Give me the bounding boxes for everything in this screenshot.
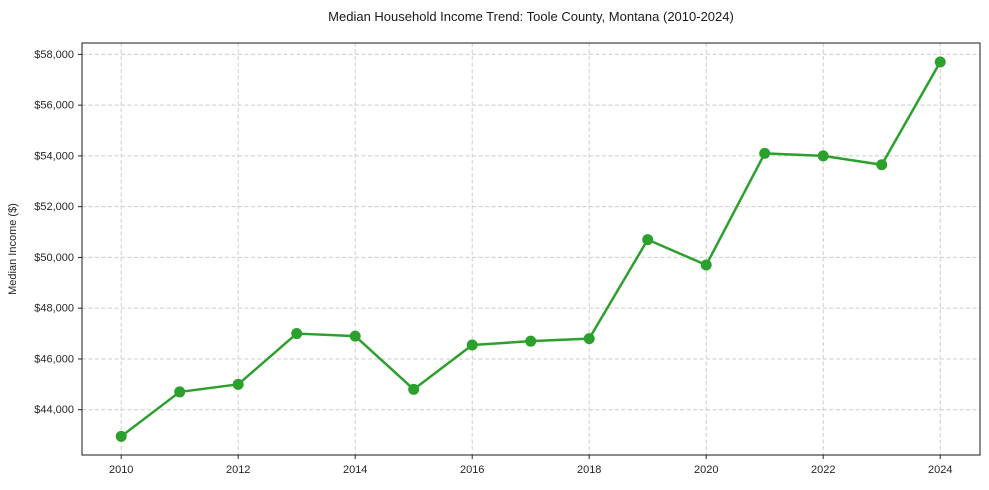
x-tick-label: 2010 — [109, 464, 133, 476]
data-point — [934, 56, 946, 68]
y-tick-label: $48,000 — [34, 303, 74, 315]
x-tick-label: 2024 — [928, 464, 952, 476]
data-point — [759, 147, 771, 159]
data-point — [408, 383, 420, 395]
y-tick-label: $54,000 — [34, 150, 74, 162]
y-tick-label: $46,000 — [34, 353, 74, 365]
chart-title: Median Household Income Trend: Toole Cou… — [328, 9, 734, 24]
data-point — [525, 335, 537, 347]
gridlines-layer — [82, 43, 980, 455]
data-point — [349, 330, 361, 342]
y-tick-label: $58,000 — [34, 49, 74, 61]
y-tick-label: $52,000 — [34, 201, 74, 213]
y-tick-label: $50,000 — [34, 252, 74, 264]
x-tick-label: 2012 — [226, 464, 250, 476]
series-layer — [115, 56, 946, 442]
data-point — [583, 333, 595, 345]
y-axis-label: Median Income ($) — [7, 203, 19, 295]
data-point — [232, 378, 244, 390]
data-point — [642, 234, 654, 246]
data-point — [291, 328, 303, 340]
y-tick-label: $44,000 — [34, 404, 74, 416]
x-tick-label: 2018 — [577, 464, 601, 476]
x-tick-label: 2022 — [811, 464, 835, 476]
data-point — [466, 339, 478, 351]
x-tick-label: 2014 — [343, 464, 367, 476]
income-trend-line — [119, 60, 942, 438]
data-point — [876, 159, 888, 171]
axes-layer: $44,000 $46,000 $48,000 $50,000 $52,000 $54,0… — [34, 42, 981, 476]
data-point — [700, 259, 712, 271]
y-tick-label: $56,000 — [34, 100, 74, 112]
data-point — [174, 386, 186, 398]
data-point — [817, 150, 829, 162]
x-tick-label: 2016 — [460, 464, 484, 476]
x-tick-label: 2020 — [694, 464, 718, 476]
data-point — [115, 430, 127, 442]
plot-border — [81, 42, 981, 456]
